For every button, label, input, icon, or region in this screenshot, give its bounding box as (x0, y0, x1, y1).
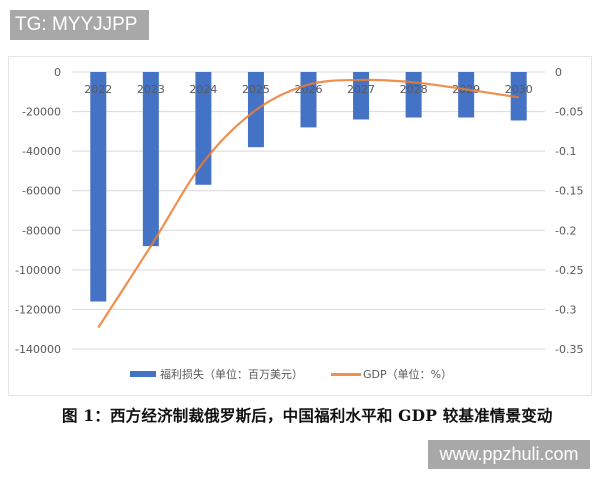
right-axis-tick: 0 (555, 66, 562, 79)
left-axis-tick: -120000 (15, 303, 61, 316)
left-axis-tick: -100000 (15, 264, 61, 277)
left-axis-tick: -20000 (22, 106, 61, 119)
right-axis-tick: -0.15 (555, 185, 583, 198)
category-label: 2028 (400, 83, 428, 96)
right-y-axis: 0 -0.05 -0.1 -0.15 -0.2 -0.25 -0.3 -0.35 (555, 66, 583, 356)
category-label: 2025 (242, 83, 270, 96)
bar-2026 (300, 72, 317, 128)
category-label: 2030 (505, 83, 533, 96)
legend-bar-label: 福利损失（单位：百万美元） (160, 368, 303, 381)
figure-caption: 图 1：西方经济制裁俄罗斯后，中国福利水平和 GDP 较基准情景变动 (62, 406, 553, 425)
gdp-line-path (97, 78, 519, 329)
gdp-line (97, 78, 519, 329)
left-axis-tick: -80000 (22, 224, 61, 237)
watermark-tg-badge: TG: MYYJJPP (10, 10, 149, 40)
right-axis-tick: -0.05 (555, 106, 583, 119)
bar-2027 (353, 72, 370, 120)
right-axis-tick: -0.2 (555, 224, 576, 237)
line-swatch-icon (331, 372, 361, 376)
right-axis-tick: -0.35 (555, 343, 583, 356)
watermark-url-badge: www.ppzhuli.com (428, 440, 590, 469)
category-label: 2024 (189, 83, 217, 96)
bar-2022 (90, 72, 107, 302)
right-axis-tick: -0.1 (555, 145, 576, 158)
bar-swatch-icon (130, 371, 156, 377)
left-axis-tick: -40000 (22, 145, 61, 158)
legend-item-gdp: GDP（单位：%） (331, 366, 452, 382)
left-y-axis: 0 -20000 -40000 -60000 -80000 -100000 -120000 -… (15, 66, 61, 356)
category-label: 2027 (347, 83, 375, 96)
right-axis-tick: -0.25 (555, 264, 583, 277)
left-axis-tick: -60000 (22, 185, 61, 198)
bar-2029 (458, 72, 475, 118)
category-label: 2023 (137, 83, 165, 96)
left-axis-tick: 0 (54, 66, 61, 79)
left-axis-tick: -140000 (15, 343, 61, 356)
chart-legend: 福利损失（单位：百万美元） GDP（单位：%） (130, 364, 480, 384)
welfare-loss-bars (90, 72, 527, 302)
legend-line-label: GDP（单位：%） (363, 368, 453, 381)
combo-chart: 0 -20000 -40000 -60000 -80000 -100000 -120000 -… (15, 66, 583, 356)
right-axis-tick: -0.3 (555, 303, 576, 316)
legend-item-welfare: 福利损失（单位：百万美元） (130, 366, 303, 382)
category-label: 2022 (84, 83, 112, 96)
bar-2023 (142, 72, 159, 247)
